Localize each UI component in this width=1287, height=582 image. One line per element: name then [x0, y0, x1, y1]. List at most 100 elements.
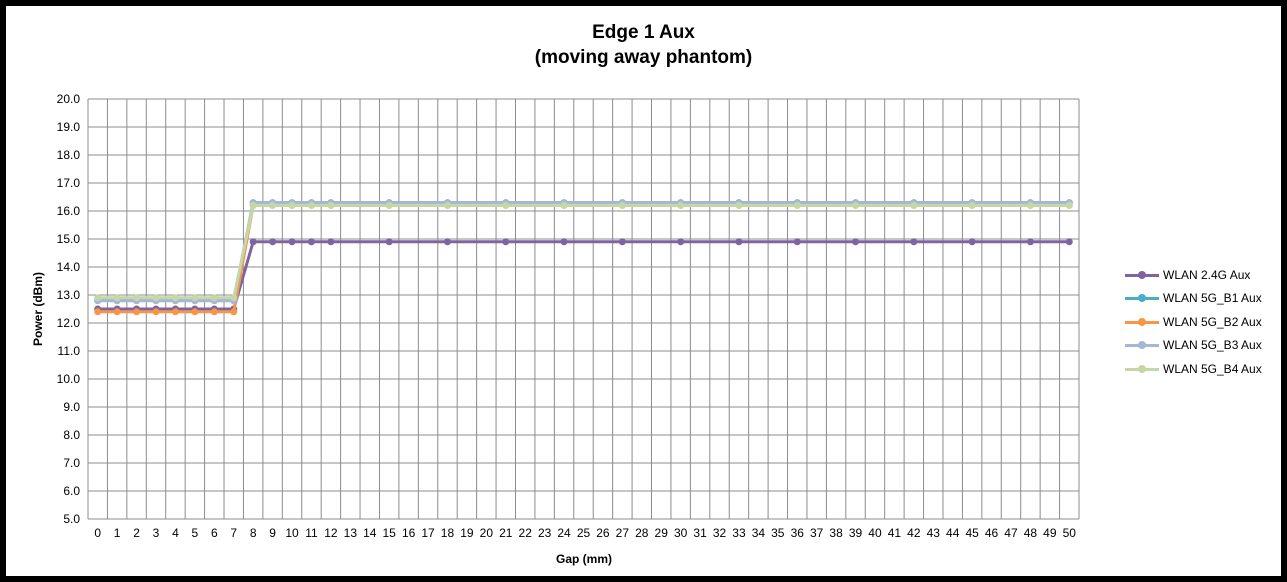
x-tick-label: 16	[402, 526, 416, 540]
x-tick-label: 1	[114, 526, 121, 540]
y-tick-label: 13.0	[57, 288, 81, 302]
y-tick-label: 12.0	[57, 316, 81, 330]
data-point	[1065, 238, 1073, 246]
legend-label: WLAN 5G_B3 Aux	[1163, 338, 1262, 353]
data-point	[968, 238, 976, 246]
data-point	[152, 308, 160, 316]
chart-area	[6, 6, 1281, 576]
x-tick-label: 37	[810, 526, 824, 540]
y-tick-label: 9.0	[63, 400, 80, 414]
x-tick-label: 10	[285, 526, 299, 540]
legend-label: WLAN 5G_B2 Aux	[1163, 314, 1262, 329]
x-axis-ticks: 0 1 2 3 4 5 6 7 8 9 10 11 12 13 14 15 16 17 18 19 20 21 22 23 24…	[94, 526, 1076, 540]
x-tick-label: 5	[192, 526, 199, 540]
data-point	[910, 201, 918, 209]
x-tick-label: 21	[499, 526, 513, 540]
data-point	[269, 238, 277, 246]
data-point	[968, 201, 976, 209]
y-tick-label: 16.0	[57, 204, 81, 218]
legend-swatch	[1125, 363, 1159, 375]
x-tick-label: 22	[519, 526, 533, 540]
x-tick-label: 26	[596, 526, 610, 540]
data-point	[1026, 238, 1034, 246]
x-tick-label: 19	[460, 526, 474, 540]
data-point	[618, 238, 626, 246]
data-point	[793, 238, 801, 246]
x-tick-label: 4	[172, 526, 179, 540]
x-tick-label: 44	[946, 526, 960, 540]
x-axis-label: Gap (mm)	[556, 552, 612, 566]
x-tick-label: 13	[344, 526, 358, 540]
x-tick-label: 42	[907, 526, 921, 540]
x-tick-label: 7	[230, 526, 237, 540]
x-tick-label: 20	[480, 526, 494, 540]
x-tick-label: 40	[868, 526, 882, 540]
y-tick-label: 15.0	[57, 232, 81, 246]
data-point	[133, 308, 141, 316]
y-tick-label: 5.0	[63, 512, 80, 526]
data-point	[327, 201, 335, 209]
data-point	[327, 238, 335, 246]
data-point	[191, 294, 199, 302]
legend-swatch	[1125, 316, 1159, 328]
x-tick-label: 33	[732, 526, 746, 540]
data-point	[443, 201, 451, 209]
x-tick-label: 30	[674, 526, 688, 540]
data-point	[171, 294, 179, 302]
data-point	[618, 201, 626, 209]
data-point	[1065, 201, 1073, 209]
legend-swatch	[1125, 339, 1159, 351]
x-tick-label: 27	[616, 526, 630, 540]
data-point	[735, 201, 743, 209]
x-tick-label: 14	[363, 526, 377, 540]
x-tick-label: 31	[693, 526, 707, 540]
data-point	[94, 294, 102, 302]
data-point	[230, 294, 238, 302]
data-point	[171, 308, 179, 316]
x-tick-label: 24	[557, 526, 571, 540]
data-point	[735, 238, 743, 246]
data-point	[269, 201, 277, 209]
data-point	[288, 238, 296, 246]
x-tick-label: 6	[211, 526, 218, 540]
data-point	[307, 201, 315, 209]
data-point	[793, 201, 801, 209]
x-tick-label: 12	[324, 526, 338, 540]
data-point	[677, 238, 685, 246]
chart-subtitle: (moving away phantom)	[534, 47, 753, 68]
data-point	[677, 201, 685, 209]
x-tick-label: 23	[538, 526, 552, 540]
y-tick-label: 19.0	[57, 120, 81, 134]
data-point	[210, 308, 218, 316]
data-point	[560, 201, 568, 209]
y-tick-label: 14.0	[57, 260, 81, 274]
data-point	[910, 238, 918, 246]
x-tick-label: 28	[635, 526, 649, 540]
data-point	[307, 238, 315, 246]
x-tick-label: 36	[791, 526, 805, 540]
x-tick-label: 0	[94, 526, 101, 540]
data-point	[385, 238, 393, 246]
legend-item: WLAN 2.4G Aux	[1125, 263, 1262, 287]
data-point	[249, 238, 257, 246]
data-point	[210, 294, 218, 302]
data-point	[502, 201, 510, 209]
chart-title: Edge 1 Aux	[592, 22, 695, 43]
data-point	[94, 308, 102, 316]
x-tick-label: 8	[250, 526, 257, 540]
legend: WLAN 2.4G Aux WLAN 5G_B1 Aux WLAN 5G_B2 Au…	[1125, 263, 1262, 381]
y-tick-label: 17.0	[57, 176, 81, 190]
data-point	[852, 238, 860, 246]
y-tick-label: 18.0	[57, 148, 81, 162]
x-tick-label: 15	[383, 526, 397, 540]
y-tick-label: 8.0	[63, 428, 80, 442]
x-tick-label: 2	[133, 526, 140, 540]
x-tick-label: 43	[927, 526, 941, 540]
y-axis-ticks: 5.0 6.0 7.0 8.0 9.0 10.0 11.0 12.0 13.0 14.0 15.0 1…	[57, 92, 81, 526]
y-tick-label: 6.0	[63, 484, 80, 498]
x-tick-label: 11	[305, 526, 318, 540]
y-axis-label: Power (dBm)	[31, 272, 45, 346]
data-point	[191, 308, 199, 316]
data-point	[443, 238, 451, 246]
